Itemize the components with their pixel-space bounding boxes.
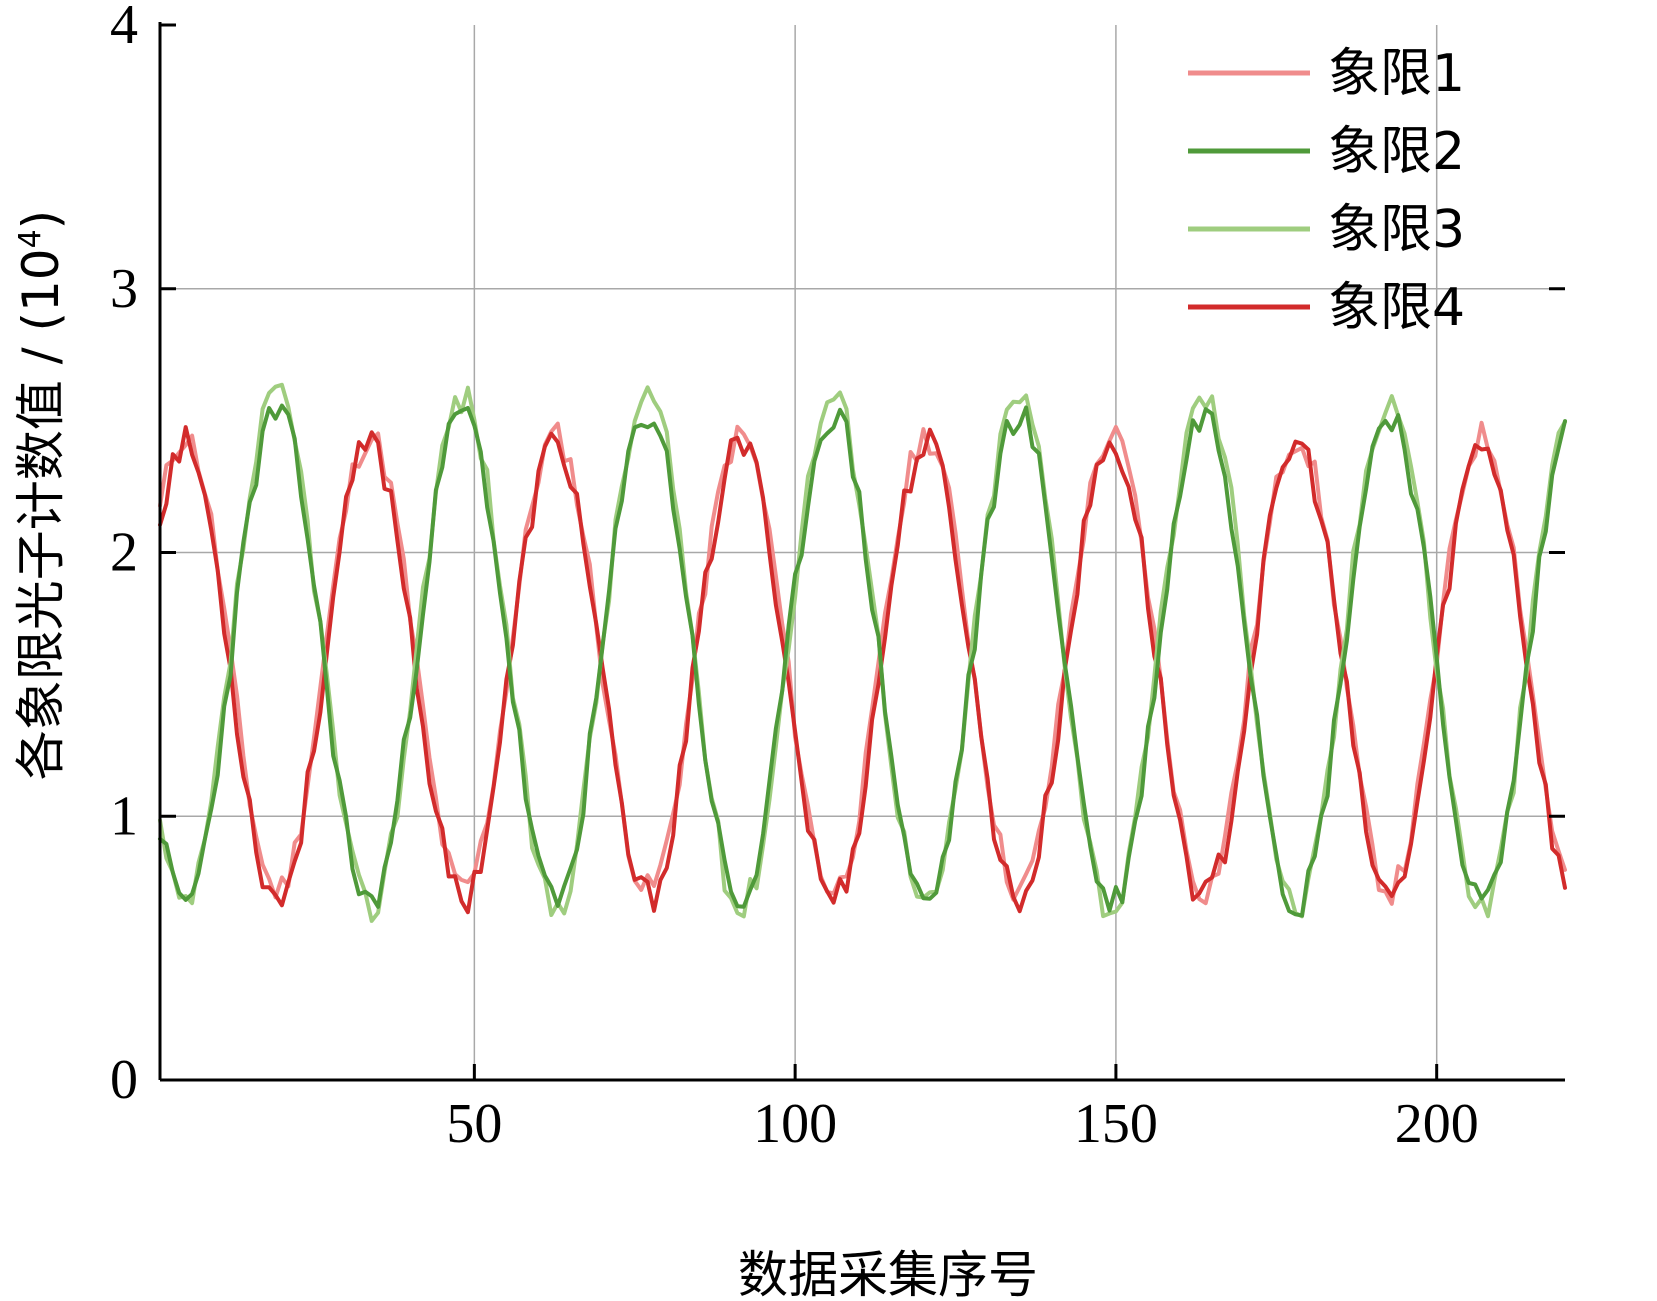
series-line-1 bbox=[158, 420, 1567, 906]
x-tick-label: 200 bbox=[1395, 1093, 1479, 1155]
y-axis-title-close: ) bbox=[12, 210, 70, 230]
y-axis-title: 各象限光子计数值 / (104) bbox=[12, 210, 70, 780]
series-group bbox=[158, 382, 1567, 923]
x-axis-title: 数据采集序号 bbox=[738, 1246, 1038, 1301]
y-axis-title-main: 各象限光子计数值 / (10 bbox=[12, 248, 70, 780]
y-tick-label: 1 bbox=[110, 785, 138, 847]
legend-label-4: 象限4 bbox=[1328, 278, 1465, 338]
y-tick-label: 0 bbox=[110, 1049, 138, 1111]
x-tick-label: 50 bbox=[446, 1093, 502, 1155]
y-tick-label: 2 bbox=[110, 522, 138, 584]
x-axis-ticks: 50 100 150 200 bbox=[446, 1064, 1479, 1155]
series-line-4 bbox=[158, 425, 1567, 915]
x-tick-label: 100 bbox=[753, 1093, 837, 1155]
legend: 象限1 象限2 象限3 象限4 bbox=[1188, 44, 1465, 338]
legend-label-1: 象限1 bbox=[1328, 44, 1465, 104]
y-tick-label: 4 bbox=[110, 0, 138, 56]
x-tick-label: 150 bbox=[1074, 1093, 1158, 1155]
y-tick-label: 3 bbox=[110, 258, 138, 320]
legend-label-2: 象限2 bbox=[1328, 122, 1465, 182]
y-axis-ticks: 0 1 2 3 4 bbox=[110, 0, 1565, 1111]
legend-label-3: 象限3 bbox=[1328, 200, 1465, 260]
series-line-3 bbox=[158, 382, 1567, 923]
series-line-2 bbox=[158, 403, 1567, 918]
y-axis-title-exponent: 4 bbox=[13, 229, 48, 248]
